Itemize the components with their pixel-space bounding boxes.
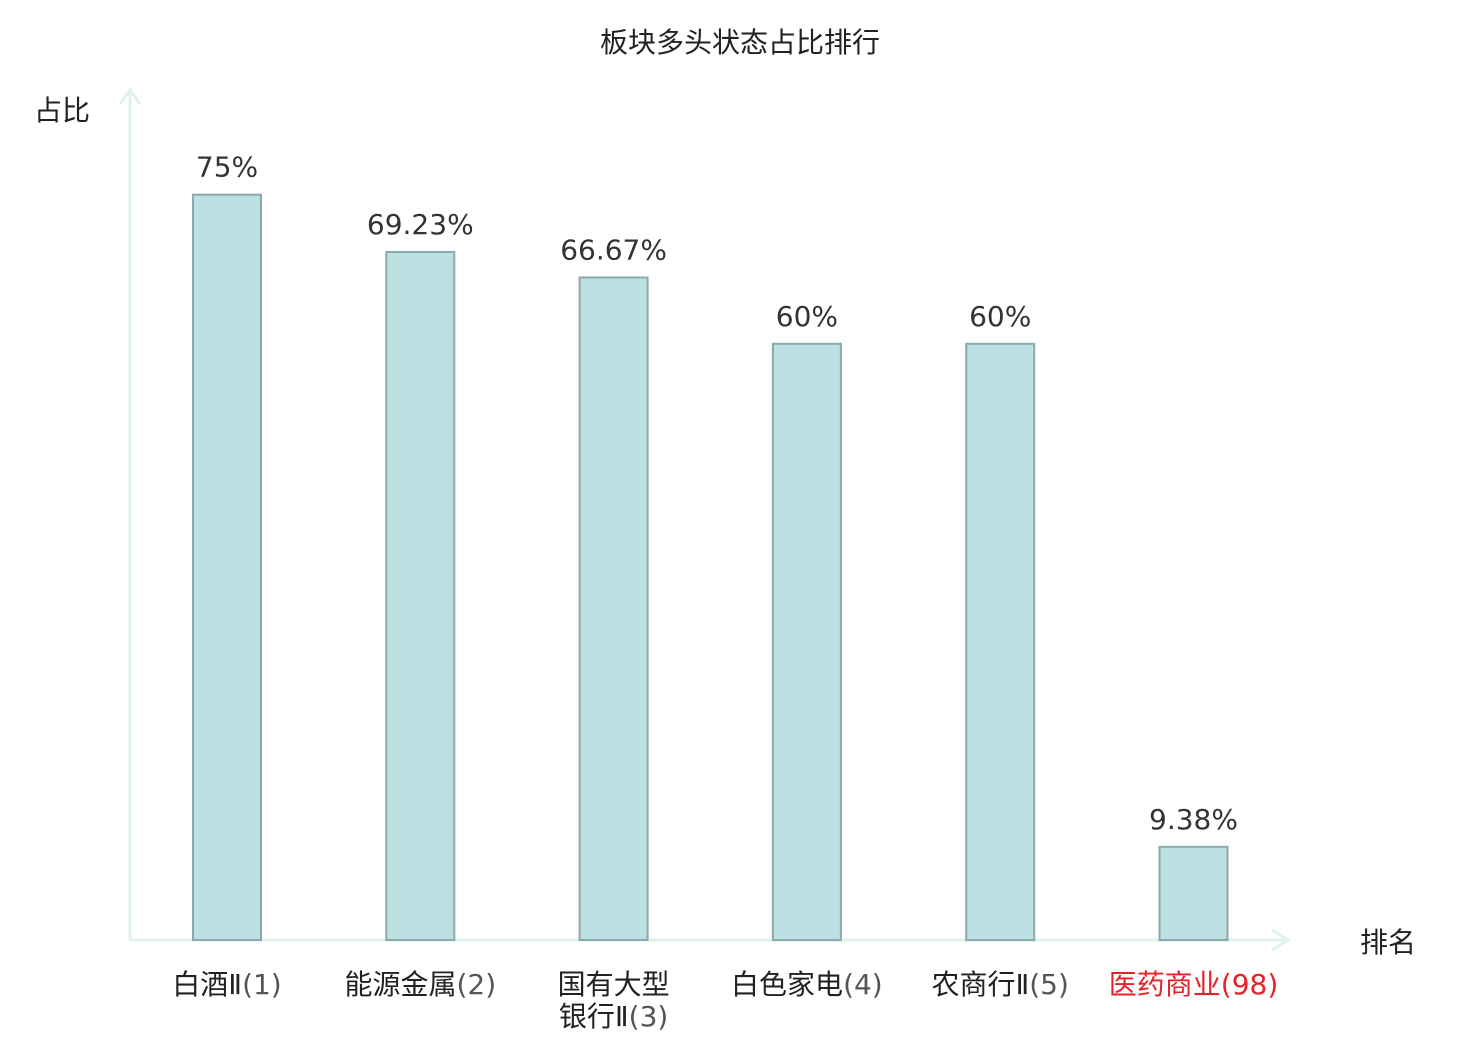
category-label: 农商行Ⅱ(5)	[931, 968, 1068, 1001]
bar-value-label: 9.38%	[1149, 803, 1238, 836]
category-rank: (3)	[629, 1000, 669, 1033]
category-name: 医药商业	[1109, 968, 1221, 1001]
category-rank: (98)	[1221, 968, 1278, 1001]
category-rank: (4)	[843, 968, 883, 1001]
category-label: 白色家电(4)	[731, 968, 883, 1001]
category-label: 能源金属(2)	[344, 968, 496, 1001]
bar-value-label: 75%	[196, 151, 258, 184]
category-name: 白酒Ⅱ	[172, 968, 242, 1001]
category-name: 银行Ⅱ	[559, 1000, 629, 1033]
bar	[1158, 845, 1229, 941]
value-labels-group: 75% 69.23% 66.67% 60% 60% 9.38%	[196, 151, 1238, 836]
category-label: 银行Ⅱ(3)	[559, 1000, 668, 1033]
category-label: 医药商业(98)	[1109, 968, 1279, 1001]
bar	[578, 276, 649, 941]
category-name: 国有大型	[558, 968, 670, 1001]
x-axis-label: 排名	[1360, 926, 1416, 959]
category-name: 农商行Ⅱ	[931, 968, 1029, 1001]
bar	[771, 342, 842, 942]
bar-value-label: 60%	[969, 300, 1031, 333]
category-name: 白色家电	[731, 968, 843, 1001]
category-label: 国有大型	[558, 968, 670, 1001]
category-name: 能源金属	[344, 968, 456, 1001]
bars-group	[192, 193, 1229, 942]
bar	[385, 251, 456, 941]
category-rank: (5)	[1029, 968, 1069, 1001]
bar	[192, 193, 262, 941]
bar-value-label: 69.23%	[367, 208, 474, 241]
category-rank: (1)	[242, 968, 282, 1001]
x-axis-arrow	[1271, 928, 1291, 952]
chart-title: 板块多头状态占比排行	[600, 26, 880, 59]
y-axis-label: 占比	[34, 94, 90, 127]
bar-value-label: 60%	[776, 300, 838, 333]
bar-value-label: 66.67%	[560, 234, 667, 267]
bar	[965, 342, 1036, 942]
axes	[118, 87, 1291, 952]
y-axis-arrow	[118, 87, 142, 105]
category-label: 白酒Ⅱ(1)	[172, 968, 281, 1001]
category-rank: (2)	[456, 968, 496, 1001]
